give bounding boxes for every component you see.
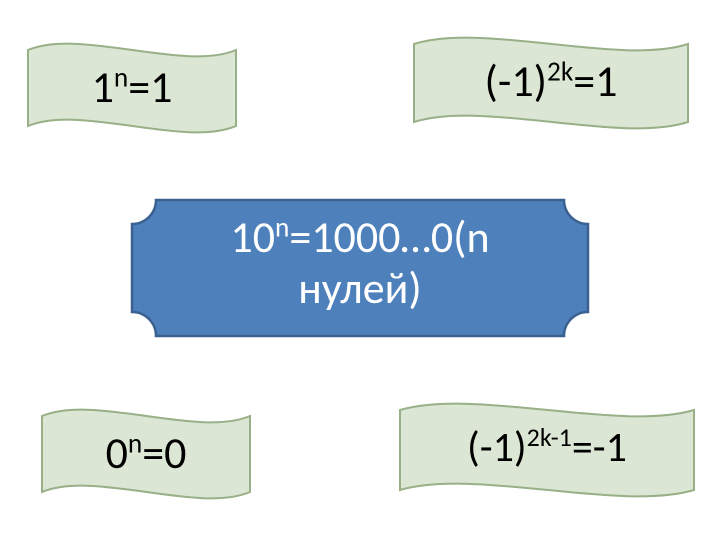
formula-neg1-odd: (-1)2k-1=-1 <box>398 422 696 473</box>
formula-ten-power-n: 10n=1000…0(n нулей) <box>130 212 590 313</box>
formula-0-power-n: 0n=0 <box>40 426 252 480</box>
ribbon-top-right: (-1)2k=1 <box>412 24 690 142</box>
plaque-center: 10n=1000…0(n нулей) <box>130 198 590 338</box>
formula-neg1-even: (-1)2k=1 <box>412 54 690 108</box>
slide-canvas: 1n=1 (-1)2k=1 10n=1000…0(n нулей) 0n=0 <box>0 0 720 540</box>
ribbon-bottom-right: (-1)2k-1=-1 <box>398 390 696 510</box>
ribbon-bottom-left: 0n=0 <box>40 396 252 512</box>
ribbon-top-left: 1n=1 <box>26 30 238 146</box>
formula-1-power-n: 1n=1 <box>26 60 238 114</box>
